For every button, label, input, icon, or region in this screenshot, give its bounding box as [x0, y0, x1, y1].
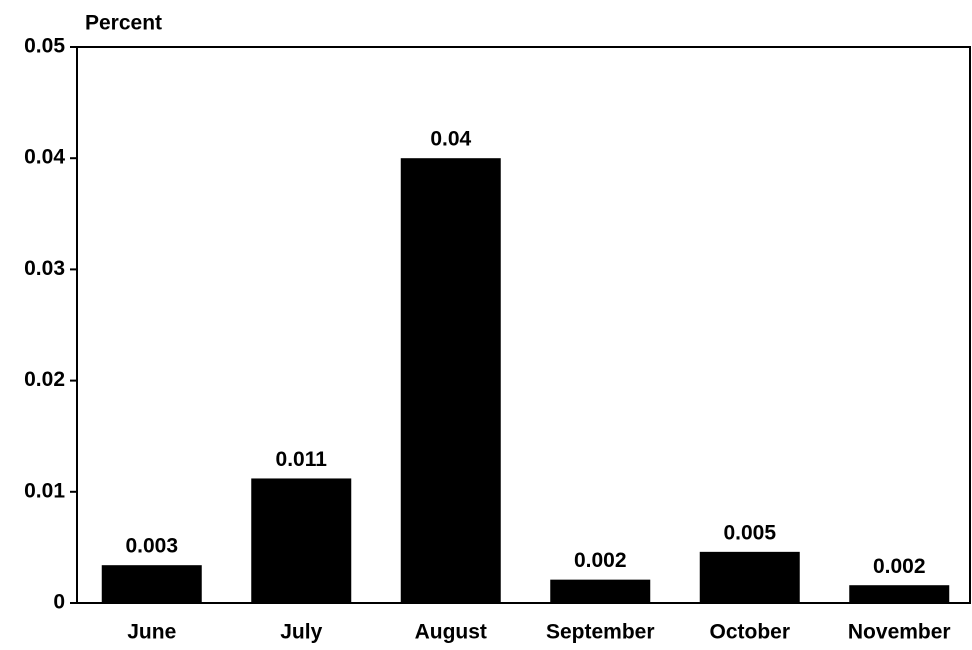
y-tick-label: 0.01: [24, 479, 65, 502]
data-label: 0.04: [430, 128, 471, 151]
bar: [101, 565, 202, 603]
x-tick-label: August: [415, 621, 487, 644]
bar: [400, 158, 501, 603]
bar: [699, 551, 800, 603]
y-tick-label: 0.03: [24, 257, 65, 280]
plot-frame: [76, 46, 971, 604]
y-tick-label: 0.05: [24, 35, 65, 58]
y-tick-label: 0: [53, 591, 65, 614]
data-label: 0.003: [125, 535, 178, 558]
bar: [251, 478, 352, 603]
data-label: 0.002: [574, 549, 627, 572]
x-tick-label: July: [280, 621, 322, 644]
x-tick-label: June: [127, 621, 176, 644]
y-axis-label: Percent: [85, 12, 162, 35]
x-tick-label: September: [546, 621, 655, 644]
bar: [550, 579, 651, 603]
x-tick-label: October: [709, 621, 790, 644]
y-tick-label: 0.02: [24, 368, 65, 391]
data-label: 0.011: [276, 448, 328, 471]
y-tick-label: 0.04: [24, 146, 65, 169]
x-tick-label: November: [848, 621, 951, 644]
data-label: 0.005: [723, 521, 776, 544]
data-label: 0.002: [873, 555, 926, 578]
bar: [849, 585, 950, 603]
